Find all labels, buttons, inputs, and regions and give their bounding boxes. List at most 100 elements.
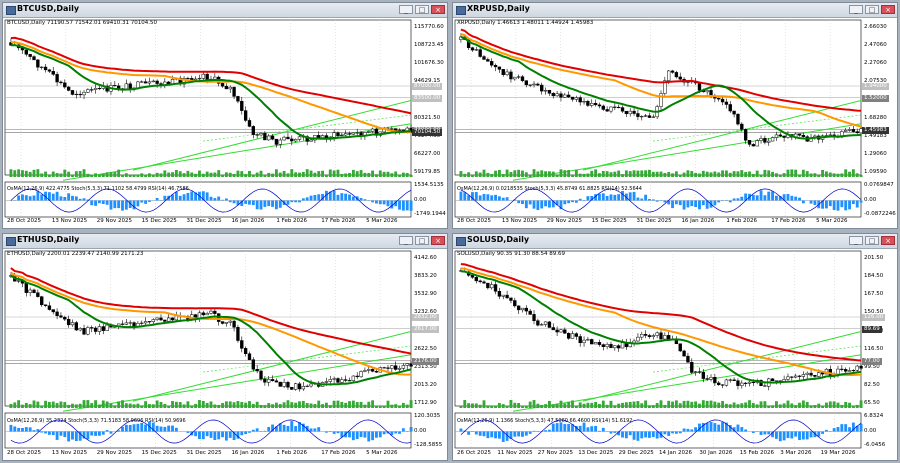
- candle-body: [247, 120, 252, 127]
- osma-histogram-bar: [724, 199, 728, 201]
- volume-bar: [505, 405, 509, 408]
- volume-bar: [301, 172, 305, 177]
- chart-window-eth[interactable]: ETHUSD,Daily _ □ × ETHUSD,Daily 2200.01 …: [2, 233, 448, 461]
- candle-body: [528, 310, 532, 315]
- channel-line-upper: [132, 331, 412, 402]
- osma-histogram-bar: [728, 200, 732, 203]
- price-axis-tick: 2.07530: [864, 78, 887, 85]
- candle-body: [486, 282, 490, 289]
- osma-histogram-bar: [294, 200, 298, 203]
- window-titlebar[interactable]: BTCUSD,Daily _ □ ×: [3, 3, 447, 18]
- window-titlebar[interactable]: SOLUSD,Daily _ □ ×: [453, 234, 897, 249]
- volume-bar: [124, 173, 128, 177]
- close-button[interactable]: ×: [431, 236, 445, 245]
- candle-body: [405, 363, 409, 366]
- candle-body: [563, 94, 567, 98]
- chart-window-sol[interactable]: SOLUSD,Daily _ □ × SOLUSD,Daily 90.35 91…: [452, 233, 898, 461]
- osma-histogram-bar: [224, 198, 228, 201]
- maximize-button[interactable]: □: [415, 236, 429, 245]
- chart-canvas[interactable]: [453, 18, 898, 229]
- osma-histogram-bar: [628, 431, 632, 436]
- volume-bar: [375, 174, 378, 177]
- volume-bar: [501, 174, 505, 177]
- osma-histogram-bar: [313, 194, 317, 201]
- candle-body: [651, 335, 655, 337]
- date-axis-tick: 15 Feb 2026: [739, 450, 775, 456]
- volume-bar: [840, 173, 844, 177]
- osma-histogram-bar: [248, 431, 251, 433]
- volume-bar: [90, 174, 94, 177]
- minimize-button[interactable]: _: [849, 5, 863, 14]
- volume-bar: [205, 402, 209, 408]
- candle-body: [201, 73, 205, 79]
- maximize-button[interactable]: □: [415, 5, 429, 14]
- volume-bar: [536, 403, 540, 408]
- osma-histogram-bar: [174, 427, 178, 432]
- candle-body: [147, 81, 152, 84]
- volume-bar: [494, 170, 497, 177]
- window-titlebar[interactable]: XRPUSD,Daily _ □ ×: [453, 3, 897, 18]
- candle-body: [570, 333, 575, 339]
- osma-histogram-bar: [521, 431, 524, 437]
- osma-histogram-bar: [505, 197, 509, 201]
- indicator-axis-tick: 0.0769847: [864, 182, 894, 188]
- candle-body: [620, 342, 625, 349]
- indicator-info-line: OsMA(12,26,9) 1.1366 Stoch(5,3,3) 47.506…: [457, 418, 633, 424]
- candle-body: [493, 64, 498, 68]
- volume-bar: [474, 403, 478, 408]
- volume-bar: [744, 172, 748, 177]
- candle-body: [243, 348, 248, 354]
- volume-bar: [409, 400, 413, 408]
- volume-bar: [221, 174, 224, 177]
- chart-canvas[interactable]: [3, 18, 448, 229]
- volume-bar: [574, 169, 578, 177]
- volume-bar: [705, 400, 709, 408]
- chart-window-btc[interactable]: BTCUSD,Daily _ □ × BTCUSD,Daily 71190.57…: [2, 2, 448, 229]
- osma-histogram-bar: [240, 200, 244, 207]
- volume-bar: [325, 174, 328, 177]
- volume-bar: [505, 169, 509, 177]
- maximize-button[interactable]: □: [865, 236, 879, 245]
- osma-histogram-bar: [555, 423, 559, 432]
- volume-bar: [844, 169, 848, 177]
- candle-body: [509, 71, 513, 80]
- osma-histogram-bar: [690, 429, 694, 432]
- candle-body: [355, 375, 359, 378]
- chart-canvas[interactable]: [453, 249, 898, 461]
- osma-histogram-bar: [686, 200, 690, 208]
- candle-body: [359, 371, 363, 378]
- volume-bar: [559, 400, 563, 408]
- candle-body: [540, 84, 544, 92]
- date-axis-tick: 29 Nov 2025: [96, 218, 132, 224]
- chart-canvas[interactable]: [3, 249, 448, 461]
- volume-bar: [74, 404, 78, 408]
- candle-body: [78, 328, 82, 331]
- volume-bar: [325, 402, 328, 408]
- volume-bar: [332, 170, 336, 177]
- candle-body: [674, 72, 679, 78]
- minimize-button[interactable]: _: [399, 236, 413, 245]
- price-axis-tick: 2622.50: [414, 345, 437, 352]
- osma-histogram-bar: [221, 199, 224, 201]
- close-button[interactable]: ×: [431, 5, 445, 14]
- osma-histogram-bar: [255, 200, 259, 210]
- volume-bar: [786, 169, 790, 177]
- window-titlebar[interactable]: ETHUSD,Daily _ □ ×: [3, 234, 447, 249]
- maximize-button[interactable]: □: [865, 5, 879, 14]
- minimize-button[interactable]: _: [849, 236, 863, 245]
- candle-body: [566, 333, 571, 339]
- osma-histogram-bar: [751, 194, 755, 201]
- candle-body: [705, 378, 709, 380]
- close-button[interactable]: ×: [881, 5, 895, 14]
- volume-bar: [605, 404, 609, 408]
- candle-body: [270, 379, 275, 382]
- minimize-button[interactable]: _: [399, 5, 413, 14]
- volume-bar: [109, 403, 113, 408]
- close-button[interactable]: ×: [881, 236, 895, 245]
- volume-bar: [286, 173, 290, 177]
- osma-histogram-bar: [171, 425, 174, 432]
- candle-body: [486, 59, 490, 62]
- chart-window-xrp[interactable]: XRPUSD,Daily _ □ × XRPUSD,Daily 1.46613 …: [452, 2, 898, 229]
- osma-histogram-bar: [124, 424, 128, 432]
- candle-body: [247, 353, 252, 360]
